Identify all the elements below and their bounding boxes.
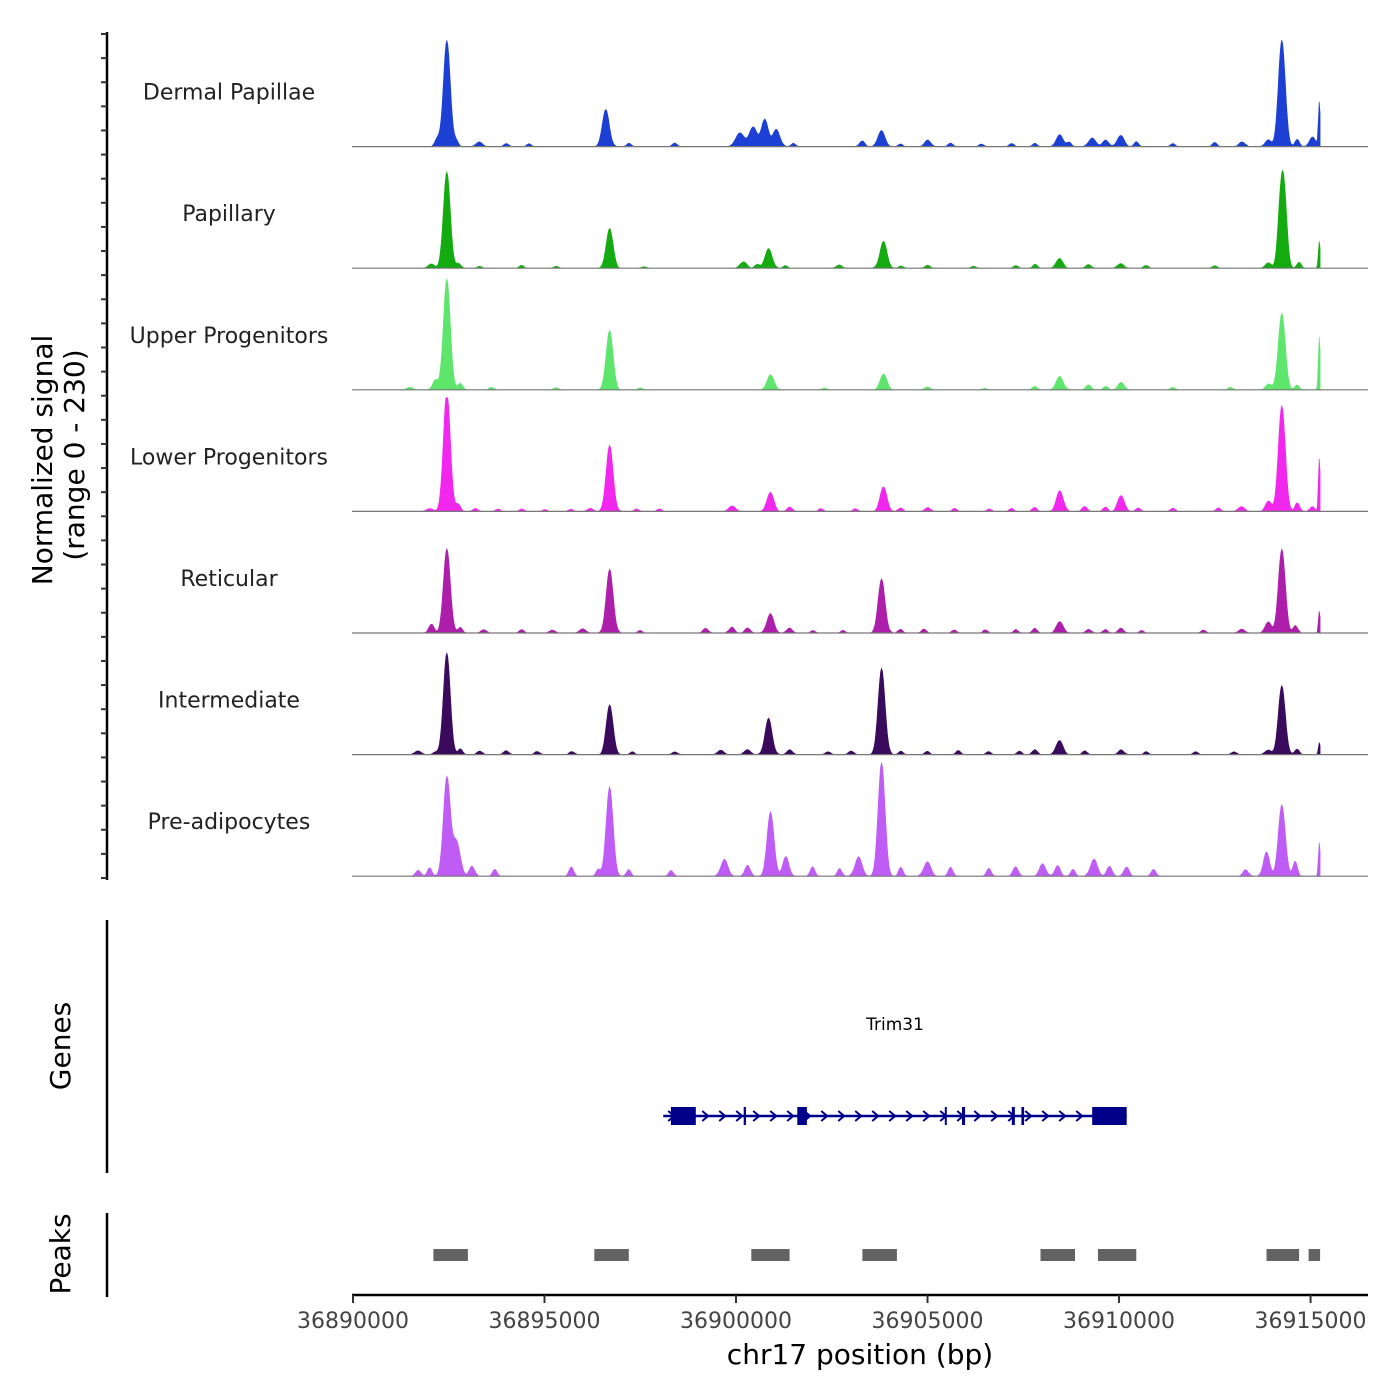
gene-exon [1011,1107,1015,1125]
peak-region [1040,1249,1075,1261]
gene-exon [1021,1107,1025,1125]
strand-arrow [1024,1110,1033,1122]
coverage-area [353,39,1321,147]
gene-exon [670,1107,696,1125]
peak-region [1308,1249,1321,1261]
strand-arrow [922,1110,931,1122]
coverage-area [353,652,1321,755]
coverage-area [353,169,1321,269]
track-label: Dermal Papillae [143,81,315,106]
strand-arrow [1058,1110,1067,1122]
coverage-track: Dermal Papillae [143,39,1368,148]
strand-arrow [786,1110,795,1122]
genes-axis-title: Genes [44,1002,77,1090]
signal-axis [101,32,109,880]
strand-arrow [820,1110,829,1122]
track-label: Lower Progenitors [130,445,328,470]
strand-arrow [871,1110,880,1122]
strand-arrow [1041,1110,1050,1122]
coverage-track: Lower Progenitors [130,397,1368,512]
gene-exon [962,1107,966,1125]
coverage-track: Upper Progenitors [130,278,1368,391]
strand-arrow [888,1110,897,1122]
peaks-track [433,1249,1321,1261]
strand-arrow [990,1110,999,1122]
x-tick-label: 36890000 [297,1309,409,1334]
gene-exon [797,1107,807,1125]
peak-region [1266,1249,1300,1261]
strand-arrow [837,1110,846,1122]
coverage-area [353,397,1321,512]
gene-exon [743,1107,746,1125]
x-tick-label: 36895000 [489,1309,601,1334]
strand-arrow [905,1110,914,1122]
peak-region [1098,1249,1137,1261]
track-label: Papillary [182,202,276,227]
peak-region [433,1249,468,1261]
x-tick-label: 36910000 [1063,1309,1175,1334]
coverage-area [353,762,1321,877]
x-tick-label: 36900000 [680,1309,792,1334]
strand-arrow [973,1110,982,1122]
x-axis-title: chr17 position (bp) [727,1338,993,1371]
track-label: Intermediate [158,689,300,714]
strand-arrow [854,1110,863,1122]
coverage-track: Intermediate [158,652,1368,756]
gene-label: Trim31 [865,1015,924,1035]
gene-exon [1092,1107,1127,1125]
strand-arrow [718,1110,727,1122]
strand-arrow [769,1110,778,1122]
peak-region [862,1249,897,1261]
coverage-track: Reticular [180,547,1368,634]
peak-region [594,1249,629,1261]
track-label: Pre-adipocytes [148,810,311,835]
coverage-tracks: Dermal Papillae Papillary Upper Progenitor… [130,39,1368,877]
strand-arrow [752,1110,761,1122]
strand-arrow [735,1110,744,1122]
x-axis: 36890000 36895000 36900000 36905000 36910000… [297,1293,1368,1334]
coverage-area [353,278,1321,391]
strand-arrow [701,1110,710,1122]
strand-arrow [1075,1110,1084,1122]
track-label: Reticular [180,567,278,592]
peak-region [751,1249,790,1261]
coverage-track: Papillary [182,169,1368,269]
signal-axis-range: (range 0 - 230) [58,349,91,560]
x-tick-label: 36915000 [1255,1309,1367,1334]
x-tick-label: 36905000 [872,1309,984,1334]
coverage-track: Pre-adipocytes [148,762,1368,877]
coverage-area [353,547,1321,634]
gene-exon [944,1107,947,1125]
signal-axis-title: Normalized signal [26,335,59,586]
genes-track: Trim31 [663,1015,1127,1125]
peaks-axis-title: Peaks [44,1213,77,1294]
track-label: Upper Progenitors [130,324,329,349]
